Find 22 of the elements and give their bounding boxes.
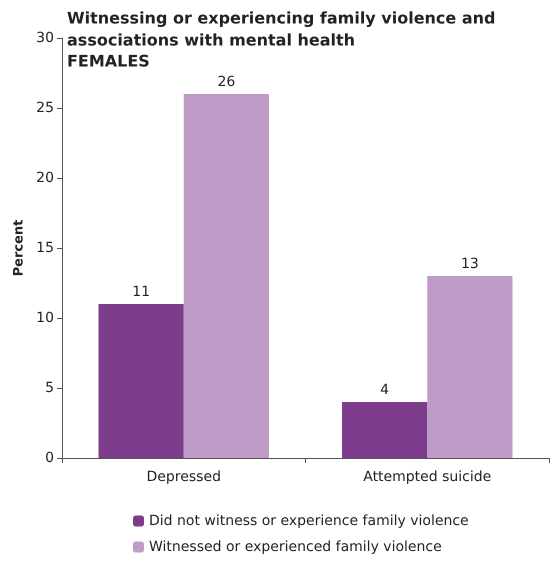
bar [342,402,428,458]
y-tick-label: 20 [36,170,54,186]
legend-label: Did not witness or experience family violence [149,513,469,529]
bar [427,276,512,458]
data-label: 26 [217,74,236,90]
data-label: 11 [132,284,150,300]
data-label: 4 [380,382,390,398]
y-tick-label: 30 [36,30,54,46]
y-tick-label: 10 [36,310,54,326]
y-tick-label: 25 [36,100,54,116]
x-tick-label: Attempted suicide [363,469,492,485]
x-tick-label: Depressed [146,469,221,485]
data-label: 13 [460,256,479,272]
text: FEMALES [67,52,150,70]
y-tick-label: 5 [45,380,54,396]
bar [184,94,269,458]
y-axis-title: Percent [11,220,26,276]
bar [98,304,184,458]
chart-title: Witnessing or experiencing family violence and associations with mental health [67,8,502,50]
legend-label: Witnessed or experienced family violence [149,539,442,555]
y-tick-label: 15 [36,240,54,256]
y-tick-label: 0 [45,450,54,466]
